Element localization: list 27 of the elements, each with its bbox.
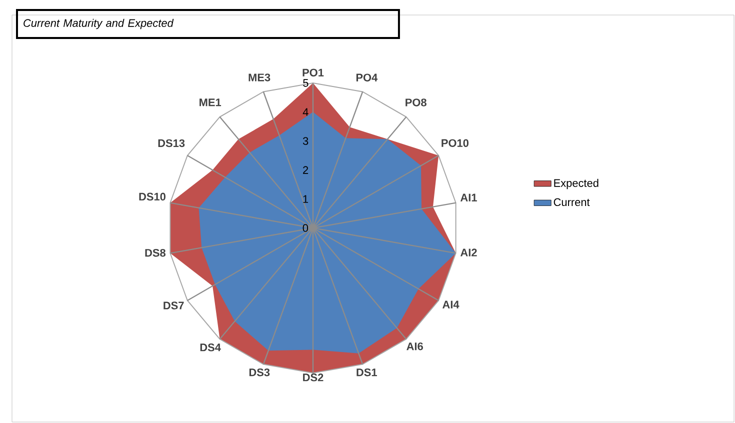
spoke-label: DS4 <box>200 344 221 352</box>
spoke-label: DS3 <box>249 368 270 376</box>
spoke-label: AI4 <box>442 300 460 308</box>
y-tick-label: 3 <box>302 137 308 145</box>
spoke-label: DS13 <box>158 139 185 148</box>
y-tick-label: 2 <box>303 166 308 174</box>
spoke-label: AI1 <box>460 194 477 202</box>
spoke-label: DS1 <box>356 368 377 376</box>
legend-label: Expected <box>554 178 598 190</box>
spoke-label: AI6 <box>406 342 423 350</box>
spoke-label: DS8 <box>145 248 166 257</box>
y-tick-label: 1 <box>303 195 308 203</box>
spoke-label: ME1 <box>200 98 222 106</box>
y-tick-label: 4 <box>302 108 308 116</box>
chart-title: Current Maturity and Expected <box>24 18 174 30</box>
spoke-label: PO8 <box>406 98 426 106</box>
y-tick-label: 0 <box>302 224 308 232</box>
spoke-label: PO10 <box>442 139 468 147</box>
y-tick-label: 5 <box>303 79 308 87</box>
spoke-label: DS2 <box>303 374 324 382</box>
spoke-label: PO4 <box>356 74 378 82</box>
spoke-label: DS10 <box>139 192 166 201</box>
legend-label: Current <box>554 198 590 206</box>
spoke-label: ME3 <box>248 74 270 82</box>
spoke-label: AI2 <box>460 248 477 256</box>
spoke-label: DS7 <box>164 302 184 310</box>
spoke-label: PO1 <box>302 68 324 76</box>
